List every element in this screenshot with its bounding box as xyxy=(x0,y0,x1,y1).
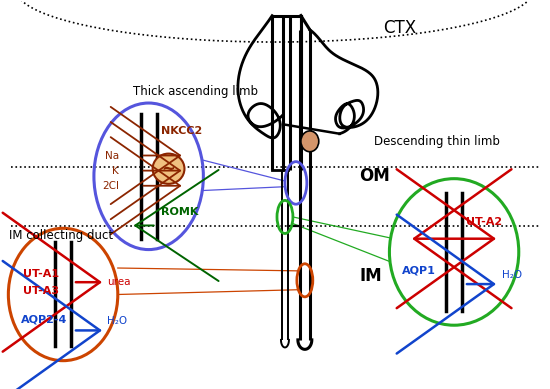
Ellipse shape xyxy=(301,131,319,152)
Text: Na: Na xyxy=(104,151,119,161)
Text: H₂O: H₂O xyxy=(107,316,127,326)
Text: IM: IM xyxy=(360,266,382,285)
Text: Descending thin limb: Descending thin limb xyxy=(375,135,500,148)
Text: urea: urea xyxy=(107,277,130,287)
Text: ROMK: ROMK xyxy=(161,207,198,217)
Text: IM collecting duct: IM collecting duct xyxy=(9,230,113,242)
Text: ~: ~ xyxy=(162,160,175,178)
Text: NKCC2: NKCC2 xyxy=(161,126,202,136)
Text: H₂O: H₂O xyxy=(502,270,522,280)
Text: 2Cl: 2Cl xyxy=(102,181,119,191)
Text: UT-A3: UT-A3 xyxy=(23,286,59,296)
Circle shape xyxy=(152,154,184,184)
Text: CTX: CTX xyxy=(383,19,416,37)
Text: AQP2-4: AQP2-4 xyxy=(21,314,68,324)
Text: K: K xyxy=(112,166,119,175)
Text: UT-A1: UT-A1 xyxy=(23,269,59,279)
Text: OM: OM xyxy=(360,167,390,185)
Text: UT-A2: UT-A2 xyxy=(466,217,502,227)
Text: AQP1: AQP1 xyxy=(403,266,436,276)
Text: Thick ascending limb: Thick ascending limb xyxy=(133,85,258,98)
